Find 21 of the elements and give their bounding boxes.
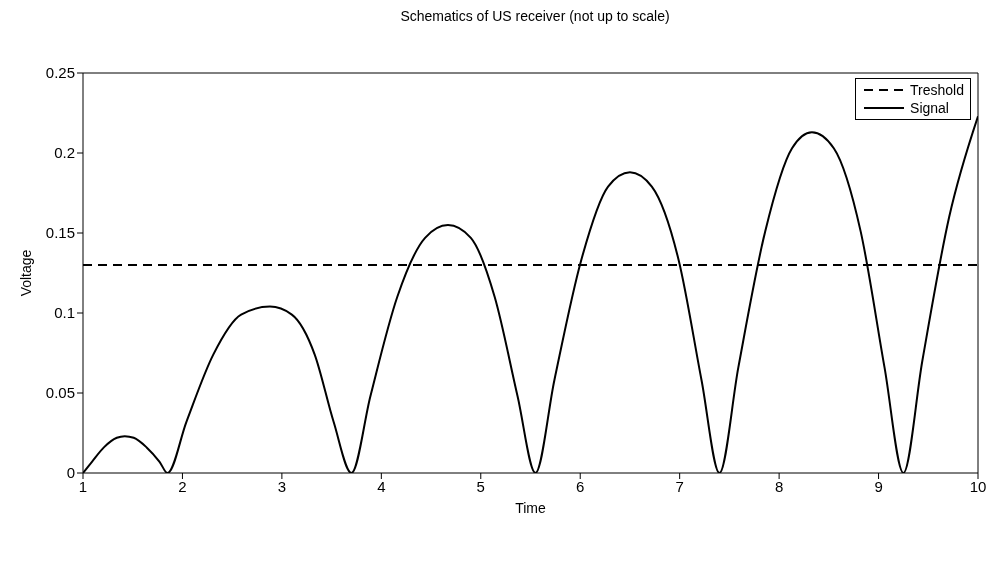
x-tick-label: 8 — [774, 477, 784, 495]
x-tick-label: 9 — [874, 477, 883, 495]
legend-label: Treshold — [910, 81, 964, 99]
y-axis-title: Voltage — [17, 249, 34, 297]
x-tick-label: 5 — [476, 477, 485, 495]
y-tick-label: 0.2 — [54, 144, 75, 162]
y-tick-label: 0.25 — [45, 64, 75, 82]
x-tick-label: 7 — [675, 477, 684, 495]
x-tick-label: 6 — [576, 477, 585, 495]
x-tick-label: 3 — [277, 477, 287, 495]
x-tick-label: 2 — [178, 477, 187, 495]
chart-title: Schematics of US receiver (not up to scale) — [399, 8, 671, 24]
x-tick-label: 10 — [969, 477, 987, 495]
legend-label: Signal — [910, 99, 949, 117]
x-axis-title: Time — [515, 500, 547, 516]
y-tick-label: 0 — [66, 464, 75, 482]
y-tick-label: 0.15 — [45, 224, 75, 242]
y-tick-label: 0.05 — [45, 384, 75, 402]
x-tick-label: 4 — [377, 477, 386, 495]
x-tick-label: 1 — [78, 477, 88, 495]
y-tick-label: 0.1 — [54, 304, 75, 322]
